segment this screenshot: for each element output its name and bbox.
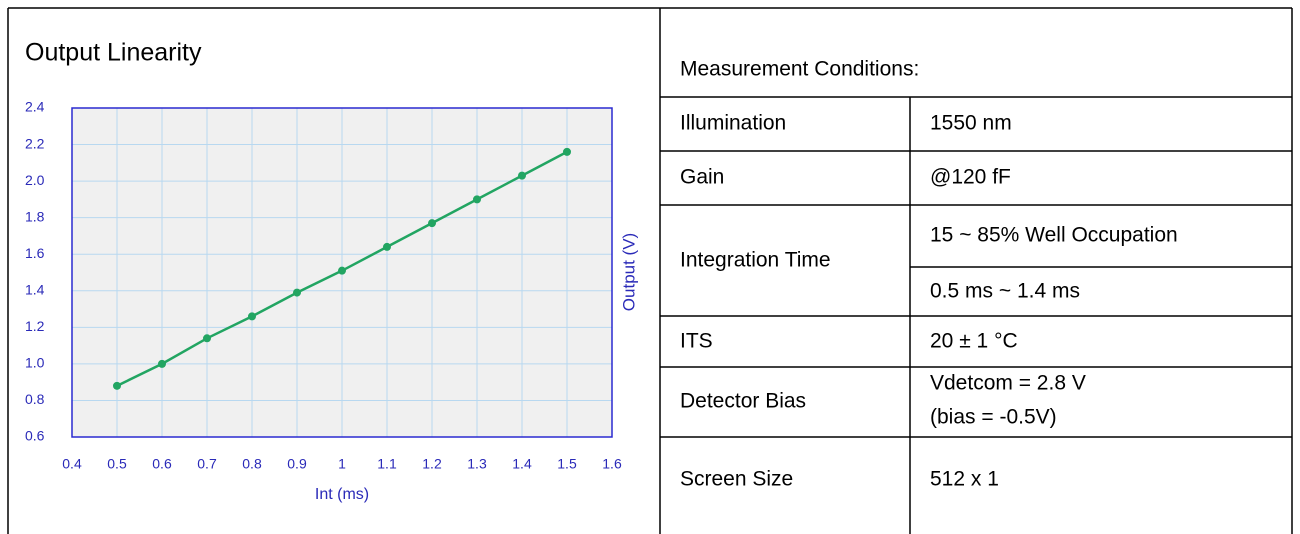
frame	[7, 7, 1293, 534]
x-tick-label: 1	[338, 456, 346, 472]
table-title: Measurement Conditions:	[680, 58, 919, 81]
data-point	[158, 359, 166, 368]
row-label: Illumination	[680, 112, 786, 135]
y-tick-label: 2.4	[25, 99, 45, 115]
row-value: Vdetcom = 2.8 V	[930, 372, 1086, 395]
x-tick-label: 0.9	[287, 456, 307, 472]
y-tick-label: 2.0	[25, 172, 45, 188]
x-tick-label: 1.3	[467, 456, 487, 472]
row-label: Integration Time	[680, 249, 831, 272]
y-tick-label: 2.2	[25, 135, 45, 151]
x-tick-label: 0.7	[197, 456, 217, 472]
data-point	[563, 147, 571, 156]
x-tick-label: 0.8	[242, 456, 262, 472]
x-tick-label: 1.2	[422, 456, 442, 472]
row-value: 0.5 ms ~ 1.4 ms	[930, 280, 1080, 303]
y-axis-label: Output (V)	[619, 233, 638, 311]
row-value: @120 fF	[930, 166, 1011, 189]
row-label: Screen Size	[680, 468, 793, 491]
row-label: Gain	[680, 166, 724, 189]
data-point	[293, 288, 301, 297]
row-label: Detector Bias	[680, 390, 806, 413]
y-tick-label: 1.2	[25, 318, 45, 334]
y-tick-label: 0.6	[25, 428, 45, 444]
y-tick-label: 1.8	[25, 208, 45, 224]
chart-title: Output Linearity	[25, 39, 202, 67]
row-value: 20 ± 1 °C	[930, 330, 1018, 353]
y-tick-label: 0.8	[25, 391, 45, 407]
data-point	[338, 266, 346, 275]
x-tick-label: 0.5	[107, 456, 127, 472]
x-tick-label: 0.6	[152, 456, 172, 472]
row-value: (bias = -0.5V)	[930, 406, 1057, 429]
x-tick-label: 1.4	[512, 456, 532, 472]
x-tick-label: 1.6	[602, 456, 622, 472]
x-tick-label: 0.4	[62, 456, 82, 472]
data-point	[383, 242, 391, 251]
x-tick-label: 1.5	[557, 456, 577, 472]
plot-border	[71, 107, 613, 438]
data-point	[473, 195, 481, 204]
chart: 0.4 0.5 0.6 0.7 0.8 0.9 1 1.1 1.2 1.3 1.4 1.5 1.6 0.6…	[25, 99, 622, 472]
data-point	[428, 219, 436, 228]
row-label: ITS	[680, 330, 713, 353]
data-point	[113, 381, 121, 390]
data-point	[248, 312, 256, 321]
x-axis-label: Int (ms)	[315, 486, 369, 503]
y-tick-label: 1.0	[25, 355, 45, 371]
row-value: 1550 nm	[930, 112, 1012, 135]
data-point	[518, 171, 526, 180]
y-tick-label: 1.4	[25, 281, 45, 297]
y-tick-label: 1.6	[25, 245, 45, 261]
row-value: 512 x 1	[930, 468, 999, 491]
row-value: 15 ~ 85% Well Occupation	[930, 224, 1178, 247]
x-tick-label: 1.1	[377, 456, 397, 472]
data-point	[203, 334, 211, 343]
